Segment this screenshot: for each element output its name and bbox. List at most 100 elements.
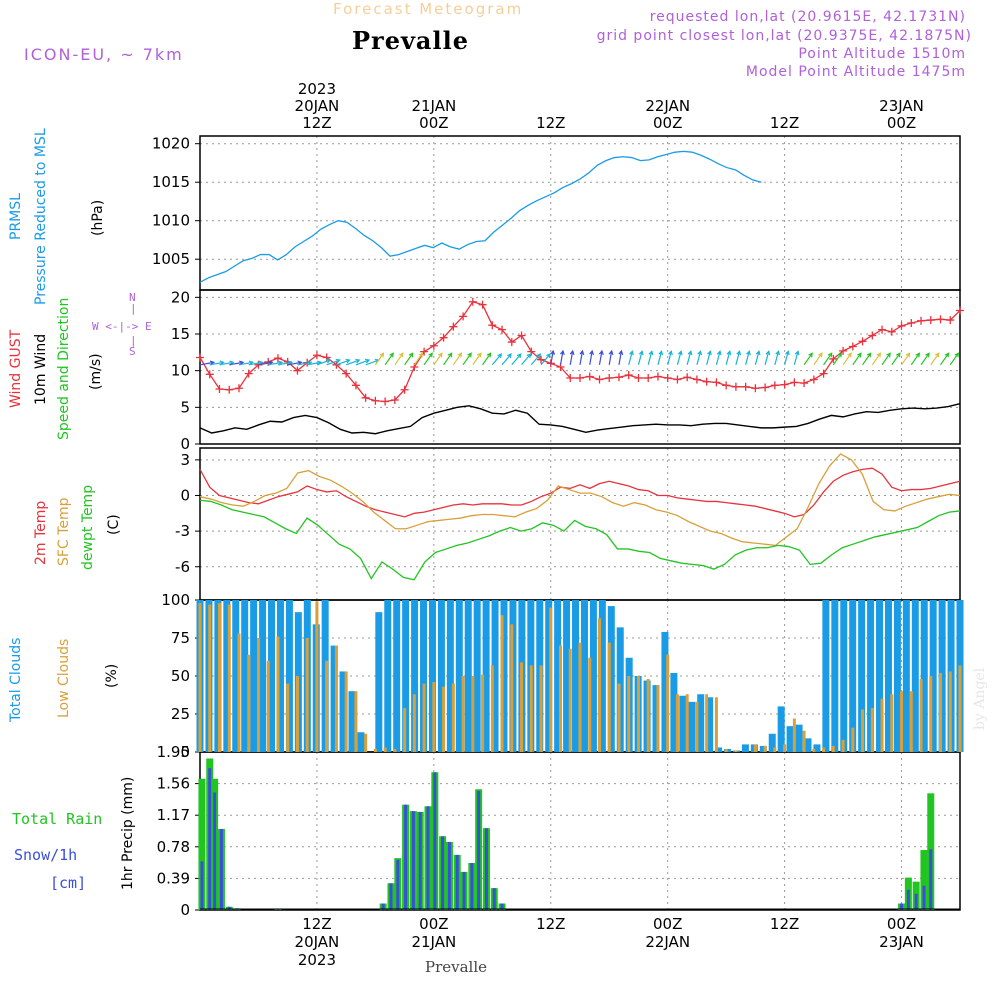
low-cloud-bar [305,638,309,752]
y-tick-label: 0.78 [157,838,190,856]
gust-marker [712,378,721,387]
total-cloud-bar [446,600,454,752]
wind-direction-arrow [579,350,584,365]
wind-direction-arrow [657,351,663,365]
wind-direction-arrow [813,352,823,366]
wind-arrow-head [526,353,532,359]
wind-direction-arrow [521,353,531,366]
wind-direction-arrow [725,351,731,365]
gust-marker [878,325,887,334]
gust-marker [956,306,964,315]
wind-direction-arrow [355,359,370,366]
low-cloud-bar [880,698,884,752]
wind-direction-arrow [491,353,502,366]
wind-arrow-head [559,349,565,355]
wind-direction-arrow [647,351,653,365]
gust-marker [614,373,623,382]
gust-marker [624,371,633,380]
low-cloud-bar [393,748,397,752]
wind-direction-arrow [482,352,492,366]
wind-arrow-head [598,349,604,355]
total-cloud-bar [768,733,776,752]
wind-arrow-head [925,352,930,358]
low-cloud-bar [597,618,601,752]
wind-direction-arrow [443,352,453,366]
snow-bar [433,772,437,910]
wind-arrow-head [687,350,693,356]
low-cloud-bar [812,748,816,752]
y-tick-label: 10 [171,362,190,380]
low-cloud-bar [831,745,835,752]
total-cloud-bar [330,645,338,752]
wind-arrow-head [866,352,872,358]
low-cloud-bar [325,660,329,752]
low-cloud-bar [675,694,679,752]
y-tick-label: 5 [180,398,190,416]
wind-direction-arrow [345,359,360,366]
wind-direction-arrow [238,361,253,366]
wind-direction-arrow [229,361,244,366]
total-cloud-bar [437,600,445,752]
total-cloud-bar [276,600,284,752]
gust-marker [429,341,438,350]
wind-direction-arrow [901,352,911,366]
wind-direction-arrow [413,352,423,366]
total-cloud-bar [786,726,794,752]
wind-arrow-head [716,350,722,356]
wind-direction-arrow [336,359,350,366]
wind-direction-arrow [277,361,292,366]
low-cloud-bar [627,676,631,752]
low-cloud-bar [471,676,475,752]
total-cloud-bar [268,600,276,752]
wind-direction-arrow [823,352,833,366]
snow-bar [396,859,400,910]
snow-bar [455,854,459,910]
wind-direction-arrow [930,352,940,366]
low-cloud-bar [266,660,270,752]
footer-location: Prevalle [425,958,488,976]
wind-arrow-head [457,352,463,358]
snow-bar [418,811,422,910]
wind-direction-arrow [735,351,741,365]
y-tick-label: 0 [180,435,190,453]
gust-marker [517,331,526,340]
wind-direction-arrow [949,352,959,366]
total-cloud-bar [884,600,892,752]
gust-marker [225,385,234,394]
wind-arrow-head [546,353,551,359]
wind-arrow-head [516,353,522,359]
snow-bar [381,903,385,910]
low-cloud-bar [948,671,952,752]
compass-we: W <-|-> E [92,320,152,333]
wind-direction-arrow [803,352,813,366]
gust-marker [829,354,838,363]
total-cloud-bar [607,606,615,752]
low-cloud-bar [432,682,436,752]
low-cloud-bar [364,733,368,752]
wind-arrow-head [476,352,482,358]
low-cloud-bar [578,642,582,752]
low-cloud-bar [919,679,923,752]
wind-direction-arrow [871,352,881,366]
gust-marker [683,373,692,382]
gust-marker [644,374,653,382]
low-cloud-bar [256,638,260,752]
total-cloud-bar [715,747,723,752]
gust-marker [692,375,701,384]
total-cloud-bar [241,600,249,752]
time-label-top: 2023 [298,80,336,98]
wind-arrow-head [345,358,351,364]
low-cloud-bar [841,739,845,752]
model-label: ICON-EU, ~ 7km [24,45,184,64]
wind-direction-arrow [569,350,574,365]
wind-arrow-head [408,352,414,358]
meteogram-top-title: Forecast Meteogram [333,0,524,18]
snow-bar [441,836,445,910]
low-cloud-bar [666,654,670,752]
snow-bar [213,792,217,910]
model-altitude: Model Point Altitude 1475m [745,64,966,80]
total-cloud-bar [420,600,428,752]
wind-arrow-head [668,350,673,356]
wind-arrow-head [808,352,813,358]
snow-bar [404,804,408,910]
